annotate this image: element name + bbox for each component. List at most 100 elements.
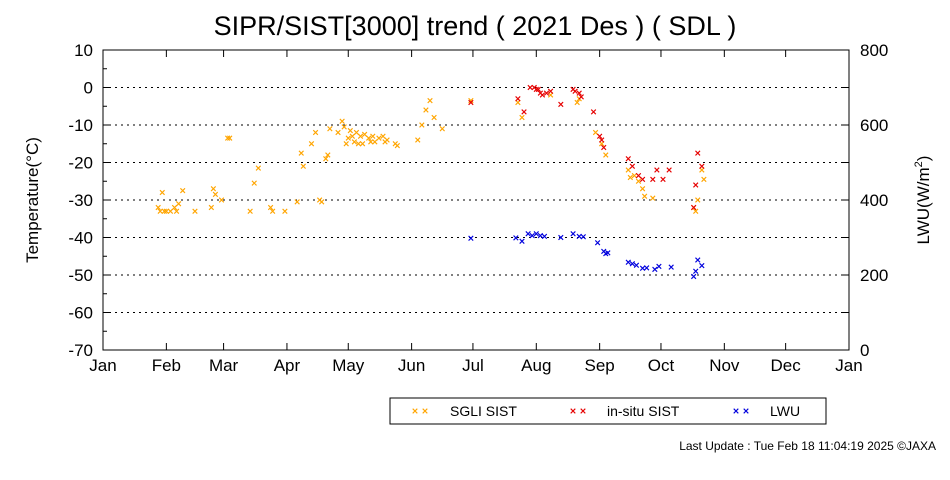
data-point: [535, 86, 542, 93]
data-point: [558, 101, 564, 108]
data-point: [269, 208, 276, 214]
y-tick-label: -30: [68, 191, 93, 210]
x-tick-label: Jul: [462, 356, 484, 375]
data-point: [533, 231, 539, 237]
data-point: [629, 163, 636, 169]
data-point: [539, 92, 546, 98]
x-tick-label: Oct: [648, 356, 675, 375]
data-point: [699, 262, 705, 269]
data-point: [537, 232, 544, 239]
data-point: [625, 156, 631, 162]
data-point: [574, 99, 580, 106]
x-tick-label: Feb: [152, 356, 181, 375]
data-point: [157, 208, 163, 214]
data-point: [656, 263, 662, 270]
y2-tick-label: 200: [860, 266, 888, 285]
x-tick-label: Aug: [521, 356, 551, 375]
data-point: [699, 163, 705, 169]
data-point: [650, 195, 656, 201]
y2-tick-label: 400: [860, 191, 888, 210]
data-point: [578, 94, 584, 100]
data-point: [547, 88, 554, 94]
series-2: [468, 231, 705, 280]
data-point: [693, 208, 699, 214]
x-tick-label: Dec: [771, 356, 802, 375]
data-point: [355, 141, 362, 147]
data-point: [625, 167, 631, 173]
data-point: [635, 178, 642, 184]
data-point: [690, 204, 697, 211]
data-point: [366, 135, 372, 141]
x-tick-label: Mar: [209, 356, 239, 375]
x-tick-label: Jan: [835, 356, 862, 375]
data-point: [210, 186, 217, 192]
data-point: [300, 163, 306, 169]
data-point: [319, 199, 325, 205]
data-point: [641, 193, 648, 199]
data-point: [345, 135, 351, 141]
legend-label-sgli: SGLI SIST: [450, 403, 517, 419]
y-tick-label: -40: [68, 229, 93, 248]
data-point: [325, 152, 331, 158]
data-point: [419, 122, 425, 128]
y-tick-label: -20: [68, 154, 93, 173]
data-point: [167, 208, 174, 214]
data-point: [312, 129, 319, 136]
y2-axis-title: LWU(W/m2): [913, 156, 933, 245]
data-point: [357, 133, 364, 139]
data-point: [693, 268, 699, 274]
data-point: [521, 109, 527, 115]
x-tick-label: May: [332, 356, 365, 375]
y2-axis-title-sup: 2: [913, 161, 925, 167]
data-point: [529, 232, 535, 239]
data-point: [327, 126, 333, 132]
data-point: [592, 129, 599, 136]
data-point: [695, 150, 701, 156]
data-point: [639, 186, 646, 192]
data-point: [353, 129, 360, 136]
data-point: [543, 90, 550, 96]
data-point: [341, 124, 347, 130]
data-point: [159, 189, 165, 196]
data-point: [282, 208, 288, 214]
data-point: [163, 208, 170, 214]
data-point: [415, 137, 421, 143]
grid-lines: [103, 87, 849, 313]
data-point: [695, 257, 701, 263]
data-point: [171, 204, 178, 211]
data-point: [368, 139, 374, 145]
data-point: [693, 182, 699, 188]
y-tick-label: 0: [84, 79, 93, 98]
data-point: [380, 133, 386, 139]
data-point: [349, 133, 356, 139]
data-point: [343, 141, 349, 147]
y-tick-label: -10: [68, 116, 93, 135]
data-point: [251, 180, 257, 186]
series-0: [155, 92, 707, 214]
data-point: [515, 96, 521, 102]
data-point: [308, 141, 315, 147]
data-point: [267, 204, 274, 211]
series-1: [468, 84, 705, 211]
data-point: [212, 191, 219, 198]
data-point: [376, 135, 382, 141]
y-axis-title: Temperature(°C): [23, 137, 42, 263]
y-axis-left: 10 0 -10 -20 -30 -40 -50 -60 -70: [68, 41, 849, 360]
data-point: [690, 273, 697, 280]
data-point: [541, 233, 548, 240]
x-tick-label: Jun: [398, 356, 425, 375]
data-point: [468, 99, 474, 106]
data-point: [635, 172, 642, 179]
legend-label-lwu: LWU: [770, 403, 800, 419]
data-point: [218, 197, 225, 203]
data-point: [596, 133, 603, 139]
data-point: [652, 266, 658, 273]
data-point: [590, 109, 597, 115]
data-point: [394, 142, 401, 149]
data-point: [572, 88, 578, 94]
y-tick-label: -50: [68, 266, 93, 285]
legend: SGLI SIST in-situ SIST LWU: [389, 397, 827, 425]
data-point: [625, 259, 631, 265]
data-point: [695, 197, 701, 203]
